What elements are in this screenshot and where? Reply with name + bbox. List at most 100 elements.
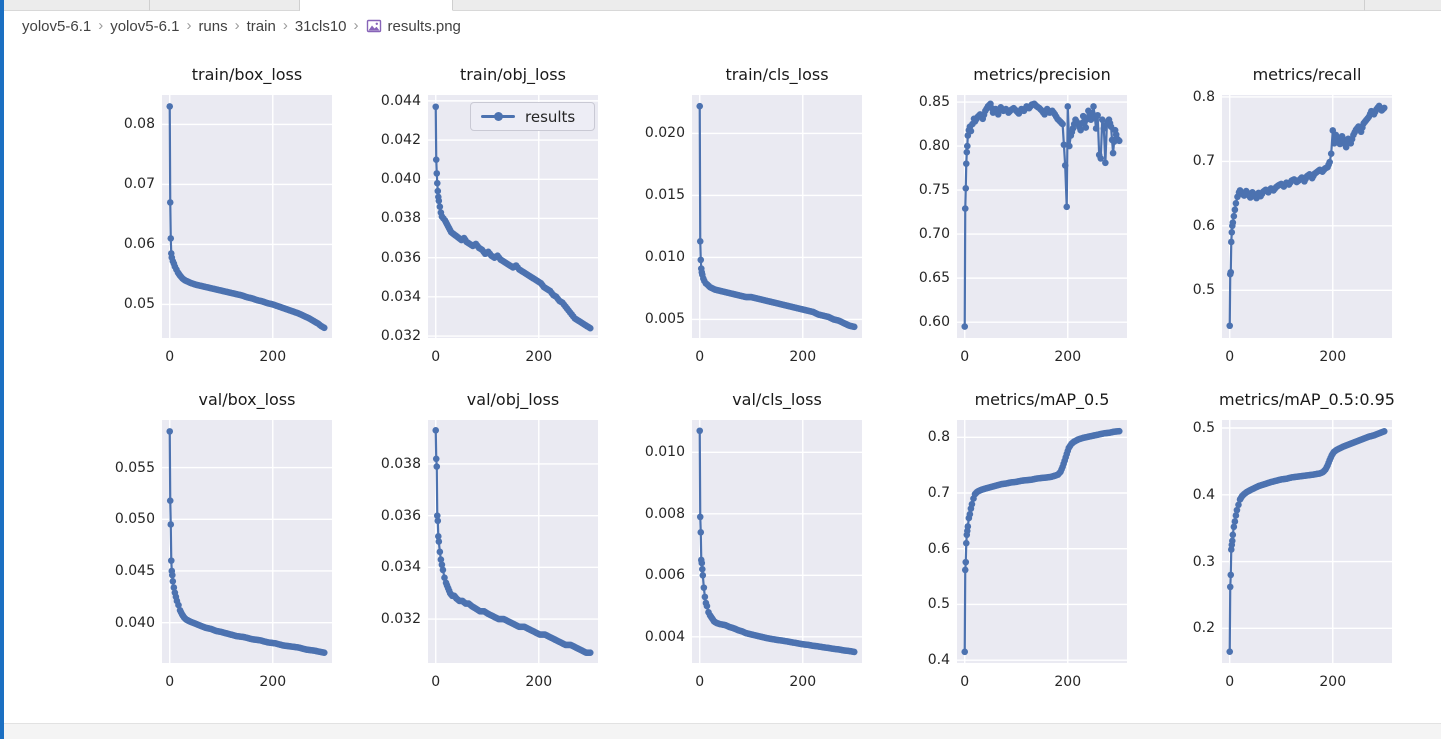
chart-canvas-metrics-recall (1222, 95, 1392, 338)
y-tick-label: 0.036 (380, 249, 421, 266)
subplot-title: metrics/mAP_0.5 (974, 390, 1110, 409)
y-tick-label: 0.08 (123, 116, 155, 133)
x-tick-label: 0 (1225, 349, 1235, 365)
y-tick-label: 0.5 (927, 596, 950, 613)
y-tick-label: 0.60 (918, 314, 950, 331)
editor-tab-strip (0, 0, 1441, 11)
y-tick-label: 0.032 (380, 328, 421, 345)
editor-tab[interactable] (150, 0, 300, 11)
y-tick-label: 0.038 (380, 210, 421, 227)
image-file-icon (366, 19, 381, 33)
y-tick-label: 0.036 (380, 507, 421, 524)
x-tick-label: 200 (789, 674, 817, 690)
y-tick-label: 0.034 (380, 288, 421, 305)
y-tick-label: 0.055 (114, 459, 155, 476)
y-tick-label: 0.8 (1192, 88, 1215, 105)
y-tick-label: 0.2 (1192, 620, 1215, 637)
chart-canvas-metrics-precision (957, 95, 1127, 338)
x-tick-label: 200 (1319, 349, 1347, 365)
y-tick-label: 0.050 (114, 511, 155, 528)
x-tick-label: 0 (960, 674, 970, 690)
x-tick-label: 0 (431, 674, 441, 690)
x-tick-label: 0 (695, 674, 705, 690)
subplot-title: metrics/recall (1252, 65, 1362, 84)
y-tick-label: 0.034 (380, 559, 421, 576)
subplot-title: val/obj_loss (466, 390, 560, 409)
subplot-train-box-loss: train/box_loss 0.05 0.06 0.07 0.08 0 200 (67, 65, 332, 375)
subplot-metrics-map5095: metrics/mAP_0.5:0.95 0.2 0.3 0.4 0.5 0 200 (1127, 390, 1395, 700)
breadcrumb-file-label: results.png (387, 17, 461, 35)
y-tick-label: 0.032 (380, 611, 421, 628)
x-tick-label: 200 (1054, 349, 1082, 365)
breadcrumb-item-file[interactable]: results.png (366, 18, 461, 35)
x-tick-label: 200 (525, 349, 553, 365)
breadcrumb-separator: › (282, 16, 288, 34)
x-tick-label: 200 (1319, 674, 1347, 690)
y-tick-label: 0.4 (927, 652, 950, 669)
y-tick-label: 0.010 (644, 249, 685, 266)
editor-accent-bar (0, 0, 4, 739)
subplot-title: val/cls_loss (732, 390, 822, 409)
y-tick-label: 0.042 (380, 132, 421, 149)
y-tick-label: 0.65 (918, 270, 950, 287)
chart-canvas-train-box-loss (162, 95, 332, 338)
y-tick-label: 0.70 (918, 226, 950, 243)
chart-canvas-val-obj-loss (428, 420, 598, 663)
chart-canvas-val-cls-loss (692, 420, 862, 663)
y-tick-label: 0.020 (644, 125, 685, 142)
y-tick-label: 0.040 (380, 171, 421, 188)
y-tick-label: 0.7 (927, 485, 950, 501)
subplot-metrics-precision: metrics/precision 0.60 0.65 0.70 0.75 0.80 0.… (862, 65, 1127, 375)
y-tick-label: 0.05 (123, 296, 155, 313)
editor-tab[interactable] (1365, 0, 1441, 11)
x-tick-label: 200 (1054, 674, 1082, 690)
x-tick-label: 0 (165, 674, 175, 690)
subplot-title: metrics/mAP_0.5:0.95 (1219, 390, 1395, 409)
results-figure: train/box_loss 0.05 0.06 0.07 0.08 0 200 trai… (0, 41, 1441, 723)
editor-tab-active[interactable] (300, 0, 453, 11)
y-tick-label: 0.005 (644, 311, 685, 328)
breadcrumb-separator: › (353, 16, 359, 34)
subplot-train-cls-loss: train/cls_loss 0.005 0.010 0.015 0.020 0 200 (597, 65, 862, 375)
subplot-train-obj-loss: train/obj_loss results 0.032 0.034 0.036 0.… (333, 65, 598, 375)
y-tick-label: 0.6 (927, 540, 950, 557)
y-tick-label: 0.5 (1192, 282, 1215, 299)
breadcrumb-item-runs[interactable]: runs (198, 17, 228, 35)
x-tick-label: 0 (431, 349, 441, 365)
subplot-title: train/box_loss (191, 65, 303, 84)
y-tick-label: 0.008 (644, 505, 685, 522)
breadcrumb-item-root[interactable]: yolov5-6.1 (22, 17, 92, 35)
breadcrumb-item-run-folder[interactable]: 31cls10 (294, 17, 347, 35)
breadcrumb-item-train[interactable]: train (246, 17, 276, 35)
y-tick-label: 0.07 (123, 176, 155, 193)
y-tick-label: 0.5 (1192, 420, 1215, 436)
y-tick-label: 0.80 (918, 138, 950, 155)
subplot-title: train/cls_loss (725, 65, 829, 84)
subplot-title: val/box_loss (198, 390, 296, 409)
y-tick-label: 0.006 (644, 567, 685, 584)
x-tick-label: 0 (165, 349, 175, 365)
breadcrumb-item-folder[interactable]: yolov5-6.1 (110, 17, 180, 35)
chart-canvas-train-cls-loss (692, 95, 862, 338)
x-tick-label: 200 (259, 674, 287, 690)
chart-canvas-train-obj-loss (428, 95, 598, 338)
x-tick-label: 0 (695, 349, 705, 365)
y-tick-label: 0.045 (114, 562, 155, 579)
chart-canvas-val-box-loss (162, 420, 332, 663)
breadcrumb-separator: › (234, 16, 240, 34)
y-tick-label: 0.010 (644, 444, 685, 461)
legend-label: results (525, 107, 576, 126)
editor-tab[interactable] (453, 0, 1365, 11)
subplot-val-cls-loss: val/cls_loss 0.004 0.006 0.008 0.010 0 200 (597, 390, 862, 700)
y-tick-label: 0.044 (380, 92, 421, 109)
y-tick-label: 0.7 (1192, 153, 1215, 170)
y-tick-label: 0.004 (644, 628, 685, 645)
y-tick-label: 0.85 (918, 94, 950, 111)
subplot-metrics-map50: metrics/mAP_0.5 0.4 0.5 0.6 0.7 0.8 0 200 (862, 390, 1127, 700)
y-tick-label: 0.015 (644, 187, 685, 204)
editor-tab[interactable] (4, 0, 150, 11)
y-tick-label: 0.75 (918, 182, 950, 199)
y-tick-label: 0.4 (1192, 486, 1215, 503)
subplot-metrics-recall: metrics/recall 0.5 0.6 0.7 0.8 0 200 (1127, 65, 1392, 375)
